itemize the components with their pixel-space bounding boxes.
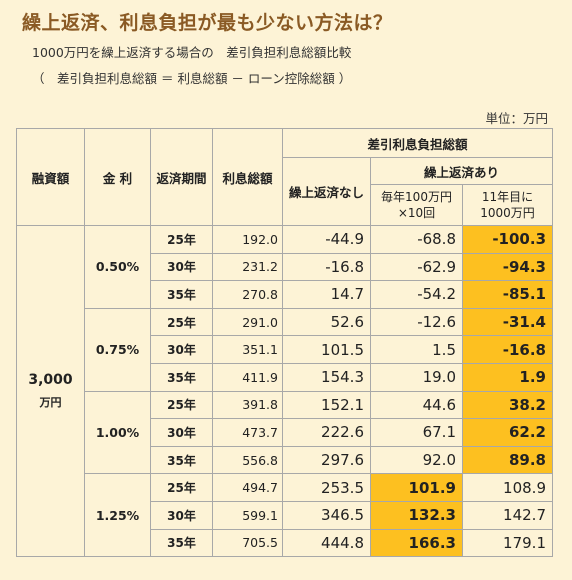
term-cell: 30年 xyxy=(150,418,213,447)
no-prepay-cell: 152.1 xyxy=(282,390,371,420)
table-row: 30年 231.2 -16.8 -62.9 -94.3 xyxy=(17,252,553,282)
table-row: 3,000 万円 0.50% 25年 192.0 -44.9 -68.8 -100.3 xyxy=(16,224,553,558)
term-cell: 25年 xyxy=(150,307,213,337)
interest-total-cell: 411.9 xyxy=(212,362,283,392)
annual-prepay-cell: 101.9 xyxy=(370,473,463,502)
lump-prepay-cell: -94.3 xyxy=(462,252,553,282)
lump-prepay-cell: 89.8 xyxy=(462,445,553,475)
header-option-lump-line2: 1000万円 xyxy=(480,206,535,220)
term-cell: 35年 xyxy=(150,445,213,475)
term-cell: 30年 xyxy=(150,335,213,364)
header-option-annual: 毎年100万円 ×10回 xyxy=(370,184,463,226)
annual-prepay-cell: 166.3 xyxy=(370,528,463,558)
header-option-annual-line1: 毎年100万円 xyxy=(381,190,452,204)
interest-total-cell: 473.7 xyxy=(212,418,283,447)
lump-prepay-cell: 108.9 xyxy=(462,473,553,502)
term-cell: 25年 xyxy=(150,473,213,502)
table-row: 0.75% 25年 291.0 52.6 -12.6 -31.4 xyxy=(17,307,553,392)
annual-prepay-cell: -12.6 xyxy=(370,307,463,337)
no-prepay-cell: 297.6 xyxy=(282,445,371,475)
header-term: 返済期間 xyxy=(150,128,213,226)
lump-prepay-cell: 142.7 xyxy=(462,500,553,530)
annual-prepay-cell: -62.9 xyxy=(370,252,463,282)
rate-cell: 1.00% xyxy=(84,390,151,475)
header-option-annual-line2: ×10回 xyxy=(397,206,436,220)
header-option-lump-line1: 11年目に xyxy=(481,190,534,204)
interest-total-cell: 270.8 xyxy=(212,280,283,309)
no-prepay-cell: 154.3 xyxy=(282,362,371,392)
table-body: 3,000 万円 0.50% 25年 192.0 -44.9 -68.8 -100.3 30年 2… xyxy=(16,224,553,558)
interest-total-cell: 231.2 xyxy=(212,252,283,282)
lump-prepay-cell: 38.2 xyxy=(462,390,553,420)
subtitle-formula: （ 差引負担利息総額 ＝ 利息総額 － ローン控除総額 ） xyxy=(32,71,352,86)
unit-label: 単位：万円 xyxy=(485,111,548,126)
interest-total-cell: 599.1 xyxy=(212,500,283,530)
lump-prepay-cell: -16.8 xyxy=(462,335,553,364)
annual-prepay-cell: 92.0 xyxy=(370,445,463,475)
lump-prepay-cell: -31.4 xyxy=(462,307,553,337)
no-prepay-cell: 346.5 xyxy=(282,500,371,530)
annual-prepay-cell: -54.2 xyxy=(370,280,463,309)
term-cell: 25年 xyxy=(150,390,213,420)
header-rate: 金 利 xyxy=(84,128,151,226)
interest-total-cell: 705.5 xyxy=(212,528,283,558)
interest-total-cell: 192.0 xyxy=(212,225,283,254)
term-cell: 35年 xyxy=(150,362,213,392)
lump-prepay-cell: 1.9 xyxy=(462,362,553,392)
table-row: 30年 351.1 101.5 1.5 -16.8 xyxy=(17,335,553,364)
no-prepay-cell: 222.6 xyxy=(282,418,371,447)
no-prepay-cell: 101.5 xyxy=(282,335,371,364)
table-row: 35年 270.8 14.7 -54.2 -85.1 xyxy=(17,280,553,309)
table-row: 30年 473.7 222.6 67.1 62.2 xyxy=(17,418,553,447)
lump-prepay-cell: -100.3 xyxy=(462,225,553,254)
rate-cell: 0.50% xyxy=(84,225,151,309)
no-prepay-cell: 253.5 xyxy=(282,473,371,502)
header-with-prepay: 繰上返済あり xyxy=(370,157,553,185)
page-title: 繰上返済、利息負担が最も少ない方法は？ xyxy=(22,12,393,34)
annual-prepay-cell: 132.3 xyxy=(370,500,463,530)
header-no-prepay: 繰上返済なし xyxy=(282,157,371,226)
lump-prepay-cell: 179.1 xyxy=(462,528,553,558)
header-option-lump: 11年目に 1000万円 xyxy=(462,184,553,226)
annual-prepay-cell: 67.1 xyxy=(370,418,463,447)
header-interest-total: 利息総額 xyxy=(212,128,283,226)
table-row: 35年 705.5 444.8 166.3 179.1 xyxy=(17,528,553,558)
no-prepay-cell: -16.8 xyxy=(282,252,371,282)
interest-total-cell: 351.1 xyxy=(212,335,283,364)
no-prepay-cell: 14.7 xyxy=(282,280,371,309)
interest-total-cell: 556.8 xyxy=(212,445,283,475)
table-row: 35年 411.9 154.3 19.0 1.9 xyxy=(17,362,553,392)
term-cell: 30年 xyxy=(150,252,213,282)
annual-prepay-cell: 1.5 xyxy=(370,335,463,364)
rate-cell: 1.25% xyxy=(84,473,151,558)
lump-prepay-cell: -85.1 xyxy=(462,280,553,309)
table-row: 1.00% 25年 391.8 152.1 44.6 38.2 xyxy=(17,390,553,475)
table-row: 1.25% 25年 494.7 253.5 101.9 108.9 xyxy=(17,473,553,558)
annual-prepay-cell: 44.6 xyxy=(370,390,463,420)
term-cell: 35年 xyxy=(150,280,213,309)
header-loan: 融資額 xyxy=(16,128,85,226)
annual-prepay-cell: 19.0 xyxy=(370,362,463,392)
rate-cell: 0.75% xyxy=(84,307,151,392)
term-cell: 25年 xyxy=(150,225,213,254)
no-prepay-cell: 444.8 xyxy=(282,528,371,558)
annual-prepay-cell: -68.8 xyxy=(370,225,463,254)
no-prepay-cell: -44.9 xyxy=(282,225,371,254)
interest-total-cell: 291.0 xyxy=(212,307,283,337)
header-net-interest: 差引利息負担総額 xyxy=(282,128,553,158)
loan-amount-cell: 3,000 万円 xyxy=(16,224,85,558)
term-cell: 30年 xyxy=(150,500,213,530)
subtitle-comparison: 1000万円を繰上返済する場合の 差引負担利息総額比較 xyxy=(32,45,352,60)
lump-prepay-cell: 62.2 xyxy=(462,418,553,447)
no-prepay-cell: 52.6 xyxy=(282,307,371,337)
interest-total-cell: 391.8 xyxy=(212,390,283,420)
term-cell: 35年 xyxy=(150,528,213,558)
comparison-table: 融資額 金 利 返済期間 利息総額 差引利息負担総額 繰上返済なし 繰上返済あり… xyxy=(16,128,553,558)
loan-unit: 万円 xyxy=(39,396,62,410)
loan-amount: 3,000 xyxy=(28,372,73,389)
interest-total-cell: 494.7 xyxy=(212,473,283,502)
